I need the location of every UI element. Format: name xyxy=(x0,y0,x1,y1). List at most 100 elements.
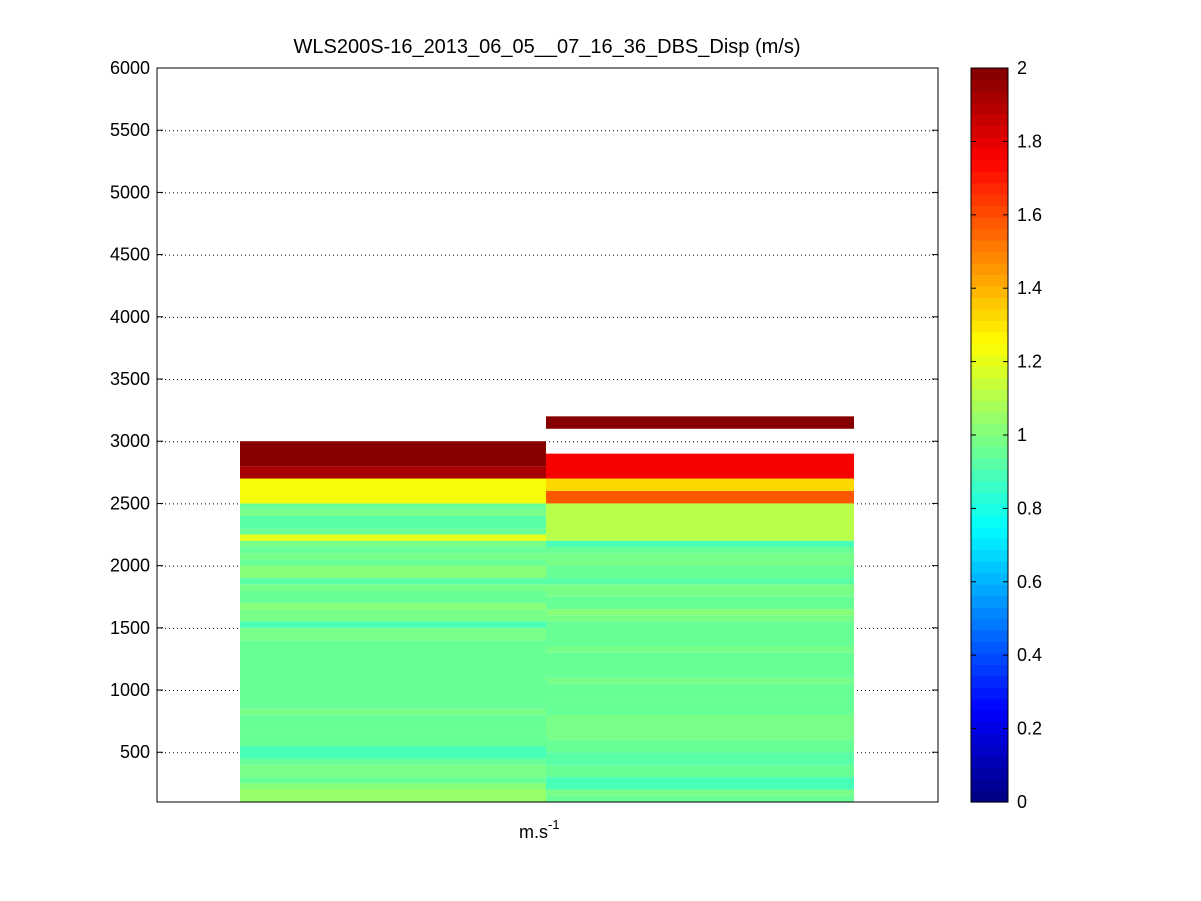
heatmap-cell xyxy=(240,764,546,778)
heatmap-cell xyxy=(240,441,546,467)
y-tick-label: 4500 xyxy=(110,245,150,265)
y-tick-label: 2500 xyxy=(110,493,150,513)
colorbar-segment xyxy=(971,515,1008,528)
heatmap-cell xyxy=(240,528,546,535)
colorbar-segment xyxy=(971,675,1008,688)
colorbar-segment xyxy=(971,469,1008,482)
colorbar-segment xyxy=(971,446,1008,459)
colorbar-tick-label: 1.2 xyxy=(1017,352,1042,372)
colorbar-segment xyxy=(971,125,1008,138)
colorbar-segment xyxy=(971,79,1008,92)
heatmap-cell xyxy=(546,553,854,566)
heatmap-cells xyxy=(240,416,854,802)
colorbar-segment xyxy=(971,331,1008,344)
heatmap-cell xyxy=(240,515,546,529)
colorbar-segment xyxy=(971,435,1008,448)
colorbar-segment xyxy=(971,756,1008,769)
heatmap-cell xyxy=(240,733,546,747)
heatmap-cell xyxy=(546,565,854,579)
colorbar-tick-label: 1.4 xyxy=(1017,278,1042,298)
heatmap-cell xyxy=(240,466,546,479)
colorbar-tick-label: 0.6 xyxy=(1017,572,1042,592)
heatmap-cell xyxy=(546,702,854,715)
y-tick-label: 5000 xyxy=(110,182,150,202)
colorbar-segment xyxy=(971,377,1008,390)
heatmap-cell xyxy=(546,621,854,647)
heatmap-cell xyxy=(240,708,546,715)
heatmap-cell xyxy=(240,789,546,802)
y-tick-label: 1000 xyxy=(110,680,150,700)
colorbar-segment xyxy=(971,240,1008,253)
heatmap-cell xyxy=(240,509,546,516)
colorbar-segment xyxy=(971,779,1008,792)
colorbar-segment xyxy=(971,297,1008,310)
y-tick-label: 5500 xyxy=(110,120,150,140)
heatmap-column-2 xyxy=(546,416,854,802)
colorbar-segment xyxy=(971,148,1008,161)
colorbar-segment xyxy=(971,285,1008,298)
colorbar-segment xyxy=(971,595,1008,608)
y-tick-label: 1500 xyxy=(110,618,150,638)
colorbar-segment xyxy=(971,251,1008,264)
colorbar-segment xyxy=(971,744,1008,757)
heatmap-cell xyxy=(240,565,546,579)
colorbar-tick-label: 0.4 xyxy=(1017,645,1042,665)
heatmap-column-1 xyxy=(240,441,546,802)
y-axis: 500 1000 1500 2000 2500 3000 3500 4000 4500 5000 5… xyxy=(110,58,938,762)
x-axis-label-base: m.s xyxy=(519,822,548,842)
colorbar-segment xyxy=(971,721,1008,734)
heatmap-cell xyxy=(546,416,854,429)
colorbar-segment xyxy=(971,228,1008,241)
heatmap-cell xyxy=(546,478,854,491)
colorbar-segment xyxy=(971,561,1008,574)
colorbar-segment xyxy=(971,652,1008,665)
colorbar-segment xyxy=(971,320,1008,333)
heatmap-cell xyxy=(240,553,546,560)
colorbar-tick-label: 2 xyxy=(1017,58,1027,78)
colorbar-segment xyxy=(971,503,1008,516)
colorbar-tick-label: 0.8 xyxy=(1017,498,1042,518)
heatmap-cell xyxy=(546,596,854,610)
heatmap-cell xyxy=(240,621,546,628)
heatmap-cell xyxy=(546,546,854,554)
heatmap-cell xyxy=(240,758,546,765)
heatmap-cell xyxy=(240,546,546,554)
heatmap-cell xyxy=(546,677,854,684)
colorbar-segment xyxy=(971,205,1008,218)
heatmap-cell xyxy=(240,578,546,585)
heatmap-cell xyxy=(546,652,854,678)
colorbar-segment xyxy=(971,584,1008,597)
y-tick-label: 3500 xyxy=(110,369,150,389)
colorbar-segment xyxy=(971,217,1008,230)
colorbar-segment xyxy=(971,549,1008,562)
colorbar-segment xyxy=(971,90,1008,104)
colorbar-segment xyxy=(971,412,1008,425)
heatmap-cell xyxy=(546,752,854,765)
colorbar-segment xyxy=(971,423,1008,436)
heatmap-cell xyxy=(240,503,546,510)
heatmap-cell xyxy=(240,627,546,641)
heatmap-cell xyxy=(546,615,854,622)
heatmap-cell xyxy=(240,609,546,622)
heatmap-cell xyxy=(240,777,546,784)
colorbar-tick-label: 0 xyxy=(1017,792,1027,812)
colorbar-segment xyxy=(971,538,1008,551)
colorbar-segment xyxy=(971,136,1008,149)
colorbar-segment xyxy=(971,194,1008,207)
colorbar-segment xyxy=(971,572,1008,585)
colorbar-segment xyxy=(971,492,1008,505)
colorbar-segment xyxy=(971,354,1008,367)
colorbar-segment xyxy=(971,607,1008,620)
colorbar-segment xyxy=(971,790,1008,803)
heatmap-cell xyxy=(546,540,854,547)
colorbar-segment xyxy=(971,68,1008,81)
colorbar-segment xyxy=(971,698,1008,711)
colorbar-segment xyxy=(971,262,1008,276)
colorbar-segment xyxy=(971,687,1008,700)
colorbar-segment xyxy=(971,641,1008,654)
colorbar-segment xyxy=(971,480,1008,493)
heatmap-cell xyxy=(240,783,546,790)
colorbar-segment xyxy=(971,113,1008,126)
heatmap-cell xyxy=(546,777,854,790)
heatmap-cell xyxy=(240,746,546,759)
